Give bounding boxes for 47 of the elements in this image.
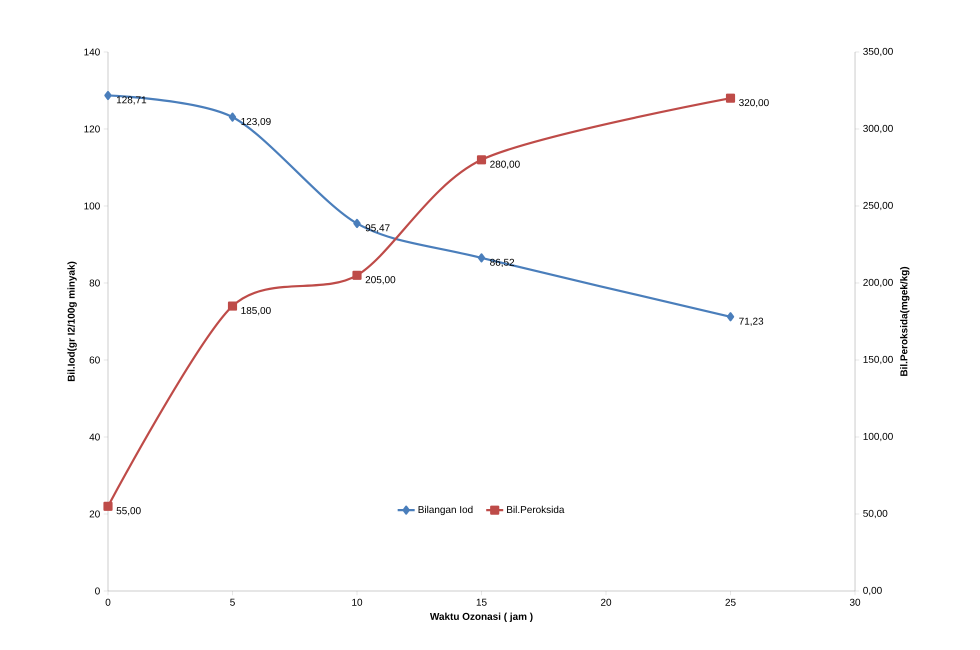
y-tick-label: 0: [95, 587, 100, 595]
legend-label: Bilangan Iod: [418, 506, 472, 516]
x-tick-label: 5: [230, 598, 235, 606]
point: [726, 312, 734, 322]
point: [228, 112, 236, 122]
y-tick-label: 60: [90, 356, 100, 364]
data-label: 205,00: [366, 276, 396, 284]
data-label: 71,23: [739, 318, 764, 326]
data-label: 185,00: [241, 306, 271, 316]
y-tick-label: 100: [84, 202, 100, 210]
x-tick-label: 20: [600, 598, 612, 606]
y-axis-title: Bil.Iod(gr I2/100g minyak): [67, 262, 77, 382]
y2-tick-label: 300,00: [863, 124, 893, 134]
data-label: 55,00: [116, 507, 141, 516]
x-tick-label: 0: [106, 598, 110, 606]
y-tick-label: 80: [90, 279, 100, 287]
y-tick-label: 40: [89, 433, 100, 441]
x-tick-label: 30: [850, 598, 860, 606]
y2-tick-label: 100,00: [864, 432, 893, 442]
point: [726, 94, 736, 103]
y2-axis-title: Bil.Peroksida(mgek/kg): [900, 266, 910, 376]
point: [104, 90, 112, 100]
x-axis-title: Waktu Ozonasi ( jam ): [430, 612, 533, 622]
point: [476, 155, 486, 164]
point: [352, 270, 362, 280]
point: [228, 302, 238, 311]
x-tick-label: 25: [725, 598, 736, 606]
data-label: 123,09: [241, 118, 271, 126]
y2-tick-label: 50,00: [863, 510, 888, 518]
y2-tick-label: 0,00: [863, 586, 882, 596]
point: [478, 253, 486, 262]
data-label: 280,00: [490, 160, 520, 169]
x-tick-label: 10: [352, 598, 362, 606]
y2-tick-label: 150,00: [864, 356, 893, 364]
y-tick-label: 20: [90, 510, 100, 518]
data-label: 320,00: [739, 99, 769, 108]
y-tick-label: 140: [84, 48, 100, 56]
data-label: 95,47: [366, 224, 390, 233]
legend-label: Bil.Peroksida: [507, 506, 564, 514]
point: [353, 218, 361, 228]
data-label: 128,71: [116, 96, 146, 105]
y-tick-label: 120: [84, 125, 100, 133]
point: [103, 502, 113, 511]
x-tick-label: 15: [476, 598, 487, 606]
y2-tick-label: 350,00: [863, 48, 893, 56]
y2-tick-label: 200,00: [863, 278, 893, 288]
y2-tick-label: 250,00: [863, 202, 893, 210]
